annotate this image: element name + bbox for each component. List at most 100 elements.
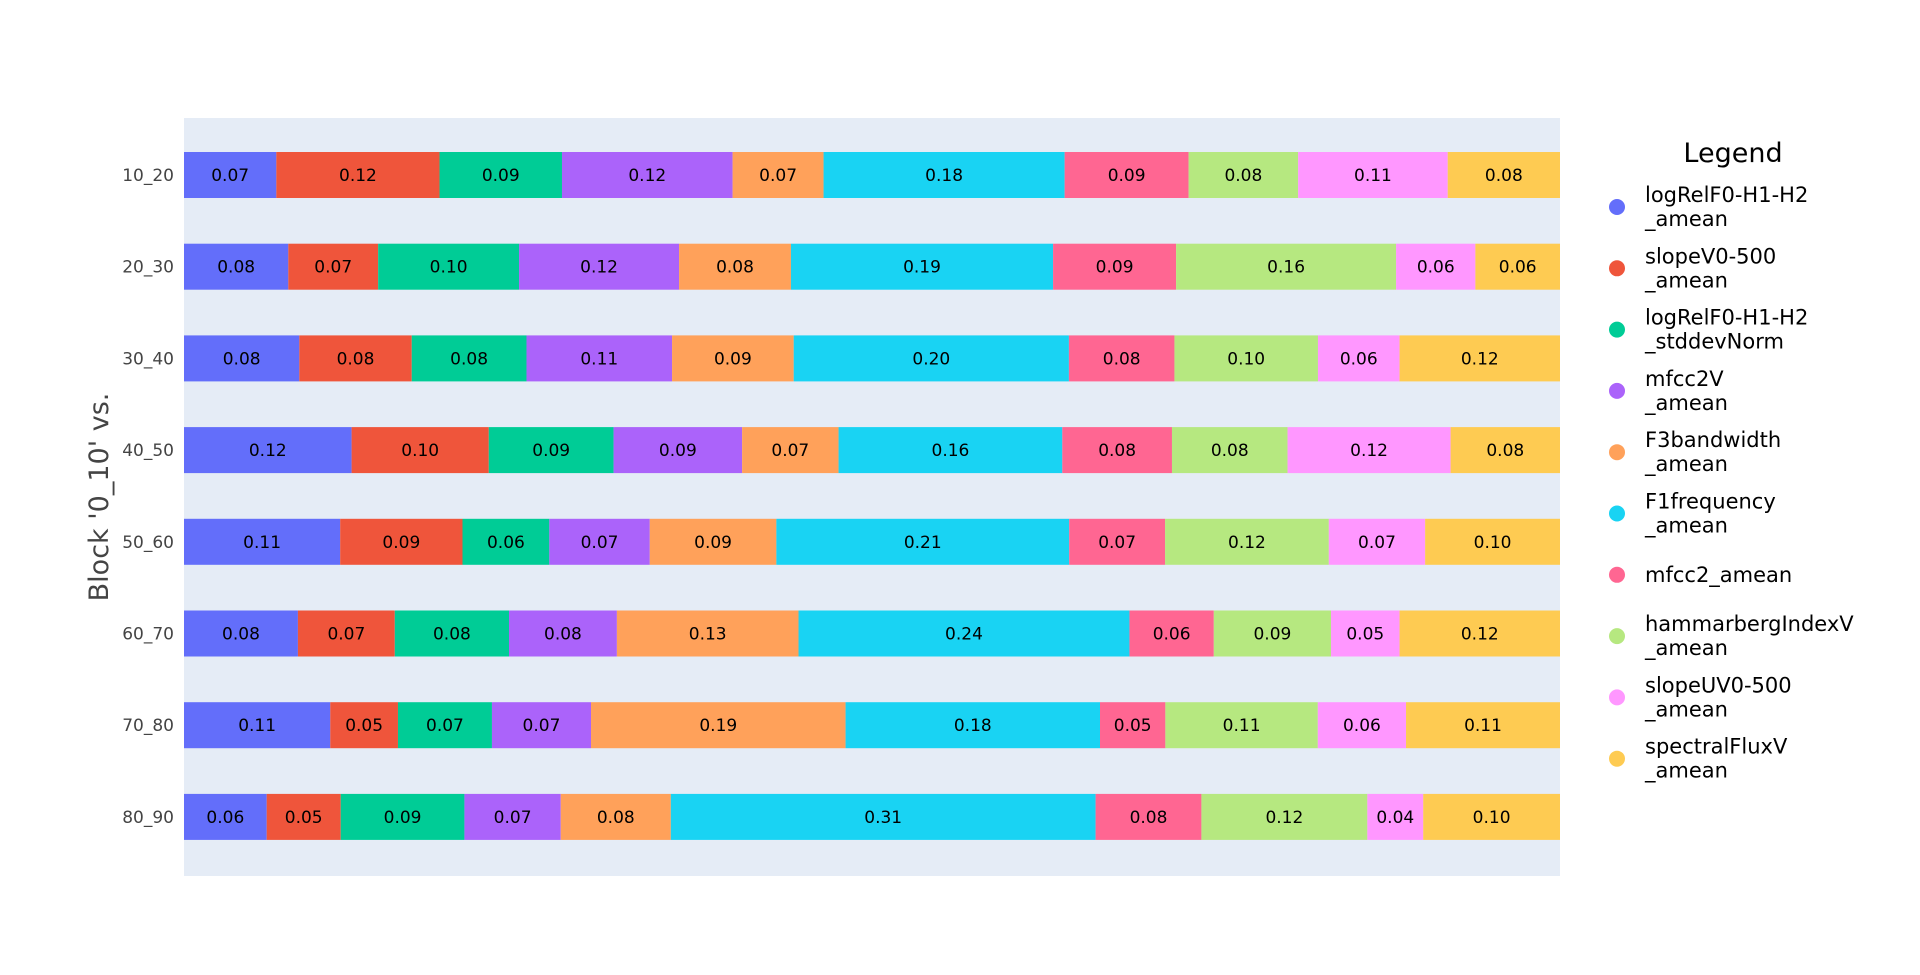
bar-value-label: 0.07 (1358, 533, 1396, 553)
bar-segment (1317, 702, 1407, 749)
bar-value-label: 0.07 (523, 716, 561, 736)
bar-value-label: 0.12 (339, 166, 377, 186)
bar-segment (1406, 702, 1560, 749)
bar-segment (1213, 610, 1332, 657)
bar-value-label: 0.08 (1224, 166, 1262, 186)
bar-segment (526, 335, 673, 382)
bar-value-label: 0.07 (771, 441, 809, 461)
bar-value-label: 0.09 (1108, 166, 1146, 186)
legend-label: _amean (1644, 452, 1728, 477)
legend-label: logRelF0-H1-H2 (1645, 306, 1808, 330)
bar-value-label: 0.12 (1228, 533, 1266, 553)
bar-segment (184, 335, 300, 382)
bar-segment (798, 610, 1130, 657)
bar-segment (184, 152, 277, 198)
bar-segment (561, 152, 733, 198)
bar-value-label: 0.06 (1499, 258, 1537, 278)
bar-value-label: 0.08 (450, 349, 488, 369)
legend-marker (1609, 750, 1625, 767)
bar-segment (184, 243, 289, 290)
legend-label: _amean (1644, 391, 1728, 416)
y-tick-label: 50_60 (122, 533, 174, 553)
bar-value-label: 0.08 (223, 349, 261, 369)
bar-segment (742, 427, 839, 474)
bar-value-label: 0.12 (628, 166, 666, 186)
bar-segment (793, 335, 1069, 382)
legend-marker (1609, 566, 1625, 583)
bar-value-label: 0.11 (580, 349, 618, 369)
bar-value-label: 0.04 (1376, 808, 1414, 828)
bar-segment (1331, 610, 1400, 657)
bar-value-label: 0.06 (487, 533, 525, 553)
bar-value-label: 0.09 (482, 166, 520, 186)
bar-segment (560, 793, 671, 840)
bar-segment (1171, 427, 1288, 474)
bar-segment (1095, 793, 1202, 840)
legend-title: Legend (1683, 138, 1782, 169)
bar-value-label: 0.10 (430, 258, 468, 278)
bar-value-label: 0.11 (243, 533, 281, 553)
segment-labels: 0.07 0.12 0.09 0.12 0.07 0.18 0.09 0.08 0.11 0.08… (206, 166, 1536, 828)
legend-label: _amean (1644, 759, 1728, 784)
bar-segment (1062, 427, 1172, 474)
bar-segment (464, 793, 561, 840)
legend-marker (1609, 689, 1625, 706)
bar-value-label: 0.09 (532, 441, 570, 461)
bar-segment (1129, 610, 1214, 657)
bar-value-label: 0.12 (1461, 349, 1499, 369)
bar-segment (1287, 427, 1451, 474)
bar-value-label: 0.12 (249, 441, 287, 461)
bar-segment (1447, 152, 1560, 198)
legend-label: mfcc2_amean (1645, 563, 1792, 588)
bar-segment (1475, 243, 1560, 290)
bar-value-label: 0.10 (1473, 808, 1511, 828)
bar-segment (184, 702, 331, 749)
bar-segment (1188, 152, 1299, 198)
legend-label: _amean (1644, 207, 1728, 232)
bar-value-label: 0.09 (694, 533, 732, 553)
legend-marker (1609, 260, 1625, 277)
y-tick-label: 70_80 (122, 716, 174, 736)
bar-value-label: 0.12 (580, 258, 618, 278)
legend-marker (1609, 628, 1625, 645)
bar-value-label: 0.19 (699, 716, 737, 736)
legend-label: logRelF0-H1-H2 (1645, 183, 1808, 207)
bar-segment (184, 427, 352, 474)
bar-value-label: 0.05 (1114, 716, 1152, 736)
legend: logRelF0-H1-H2_ameanslopeV0-500_ameanlog… (1609, 183, 1854, 784)
legend-label: _amean (1644, 636, 1728, 661)
bar-segment (1165, 702, 1318, 749)
y-tick-label: 80_90 (122, 808, 174, 828)
bar-value-label: 0.11 (1223, 716, 1261, 736)
bar-value-label: 0.10 (1227, 349, 1265, 369)
bar-segment (1068, 335, 1175, 382)
bar-value-label: 0.08 (1098, 441, 1136, 461)
bar-segment (1100, 702, 1166, 749)
bar-value-label: 0.08 (433, 625, 471, 645)
bar-segment (1317, 335, 1400, 382)
bar-value-label: 0.09 (384, 808, 422, 828)
bar-segment (519, 243, 680, 290)
bar-segment (1399, 335, 1560, 382)
bar-segment (1425, 518, 1560, 565)
bar-value-label: 0.08 (1485, 166, 1523, 186)
bar-segment (776, 518, 1070, 565)
bar-value-label: 0.08 (1211, 441, 1249, 461)
y-tick-label: 30_40 (122, 349, 174, 369)
bar-segment (411, 335, 527, 382)
legend-label: _amean (1644, 268, 1728, 293)
bar-value-label: 0.09 (1253, 625, 1291, 645)
bar-segment (1367, 793, 1424, 840)
bar-segment (330, 702, 398, 749)
bar-segment (1176, 243, 1397, 290)
bar-value-label: 0.08 (222, 625, 260, 645)
bar-segment (679, 243, 791, 290)
bar-segment (1423, 793, 1560, 840)
legend-marker (1609, 505, 1625, 522)
bar-segment (732, 152, 824, 198)
bar-segment (616, 610, 799, 657)
bar-value-label: 0.10 (1474, 533, 1512, 553)
bar-value-label: 0.06 (1153, 625, 1191, 645)
bar-segment (649, 518, 777, 565)
